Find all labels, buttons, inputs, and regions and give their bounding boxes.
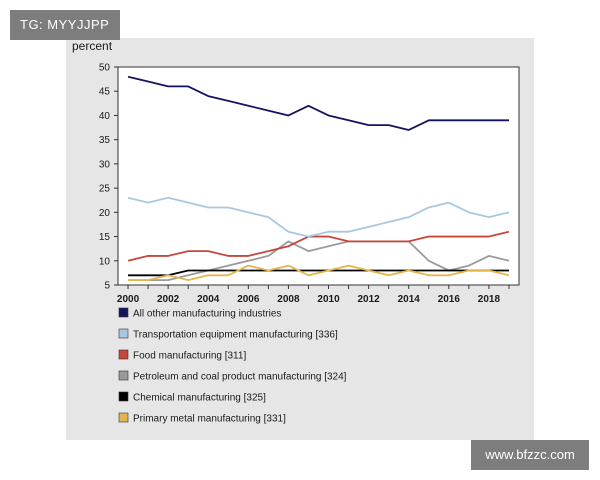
legend-swatch	[118, 412, 129, 423]
y-tick-label: 35	[99, 135, 111, 146]
x-tick-label: 2004	[197, 294, 220, 305]
legend-label: Primary metal manufacturing [331]	[133, 414, 286, 425]
y-tick-label: 10	[99, 256, 111, 267]
legend-label: All other manufacturing industries	[133, 309, 281, 320]
y-tick-label: 40	[99, 111, 111, 122]
watermark-top-left: TG: MYYJJPP	[10, 10, 120, 40]
legend-label: Food manufacturing [311]	[133, 351, 246, 362]
legend-swatch	[118, 307, 129, 318]
x-tick-label: 2014	[398, 294, 421, 305]
x-tick-label: 2016	[438, 294, 461, 305]
series-line-5	[128, 269, 509, 277]
y-tick-label: 50	[99, 63, 111, 74]
plot-area	[117, 66, 520, 286]
series-line-2	[127, 196, 510, 238]
legend-swatch	[118, 349, 129, 360]
series-line-4	[128, 240, 510, 282]
legend-swatch	[118, 370, 129, 381]
legend-swatch	[118, 328, 129, 339]
y-tick-label: 45	[99, 87, 111, 98]
y-tick-label: 20	[99, 208, 111, 219]
y-tick-label: 15	[99, 232, 111, 243]
legend-label: Chemical manufacturing [325]	[133, 393, 266, 404]
x-tick-label: 2008	[277, 294, 300, 305]
x-tick-label: 2000	[117, 294, 140, 305]
x-tick-label: 2006	[237, 294, 260, 305]
series-line-1	[127, 75, 509, 131]
y-tick-label: 25	[99, 184, 111, 195]
series-line-6	[128, 264, 510, 282]
x-tick-label: 2018	[478, 294, 501, 305]
legend-label: Transportation equipment manufacturing […	[133, 330, 338, 341]
x-tick-label: 2012	[358, 294, 381, 305]
legend-label: Petroleum and coal product manufacturing…	[133, 372, 347, 383]
x-tick-label: 2010	[317, 294, 340, 305]
legend-swatch	[118, 391, 129, 402]
series-line-3	[127, 230, 510, 262]
y-tick-label: 30	[99, 159, 111, 170]
y-axis-label: percent	[72, 39, 113, 53]
watermark-bottom-right: www.bfzzc.com	[471, 440, 589, 470]
y-tick-label: 5	[104, 281, 110, 292]
x-tick-label: 2002	[157, 294, 180, 305]
